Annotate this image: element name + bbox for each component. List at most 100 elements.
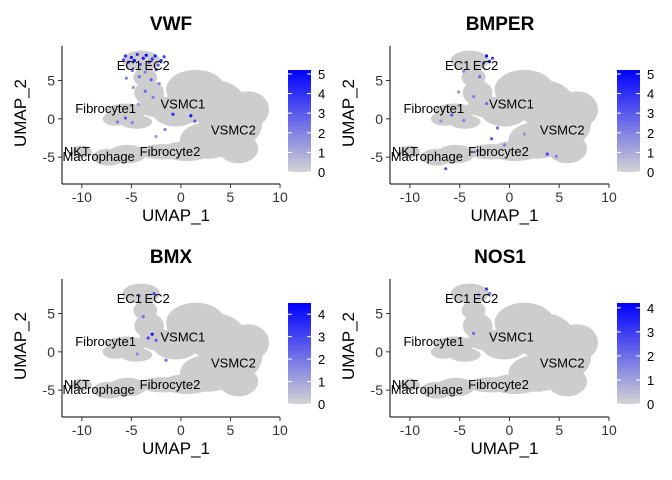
x-tick-label: 0 xyxy=(177,189,185,205)
y-tick-label: 5 xyxy=(375,306,383,322)
cell-cluster-blob xyxy=(450,283,489,304)
cell-point xyxy=(502,143,507,147)
cell-point xyxy=(147,60,151,64)
y-axis-title: UMAP_2 xyxy=(11,312,30,380)
colorbar-label: 3 xyxy=(647,325,654,340)
y-axis-title: UMAP_2 xyxy=(11,79,30,147)
cell-point xyxy=(138,62,142,66)
y-axis-title: UMAP_2 xyxy=(339,312,358,380)
cell-point xyxy=(490,56,495,60)
x-tick-label: -5 xyxy=(125,189,138,205)
colorbar-label: 1 xyxy=(647,373,654,388)
y-tick-label: -5 xyxy=(43,382,56,398)
cell-point xyxy=(444,167,448,171)
y-tick-label: 5 xyxy=(375,73,383,89)
expressing-cells xyxy=(472,287,492,336)
y-tick-label: 0 xyxy=(47,344,55,360)
color-legend: 0 1 2 3 4 5 xyxy=(617,67,654,180)
cell-cluster-blob xyxy=(547,134,588,164)
cell-point xyxy=(141,314,145,319)
colorbar-label: 0 xyxy=(318,397,325,412)
cell-point xyxy=(149,78,153,82)
cell-point xyxy=(487,291,492,296)
cell-point xyxy=(554,154,558,158)
cluster-label: EC1 xyxy=(445,58,470,73)
cell-cluster-blob xyxy=(467,144,516,160)
cell-point xyxy=(143,89,147,93)
y-tick-label: 0 xyxy=(375,344,383,360)
cell-cluster-blob xyxy=(122,283,161,304)
cluster-label: Macrophage xyxy=(63,382,135,397)
cluster-label: VSMC1 xyxy=(489,96,534,111)
cluster-label: VSMC2 xyxy=(540,355,585,370)
cell-point xyxy=(124,76,129,80)
cluster-label: EC2 xyxy=(144,291,169,306)
cell-cluster-blob xyxy=(448,348,481,362)
umap-cell-cloud xyxy=(399,283,599,399)
colorbar-label: 2 xyxy=(318,126,325,141)
cluster-label: EC1 xyxy=(117,58,142,73)
color-legend: 0 1 2 3 4 5 xyxy=(288,67,325,180)
y-tick-label: 0 xyxy=(47,111,55,127)
cell-point xyxy=(522,132,526,136)
cluster-label: NKT xyxy=(64,144,90,159)
y-tick-label: -5 xyxy=(371,149,384,165)
x-tick-label: 0 xyxy=(506,422,514,438)
x-axis-title: UMAP_1 xyxy=(142,206,210,225)
colorbar-label: 2 xyxy=(318,352,325,367)
color-legend: 0 1 2 3 4 xyxy=(617,301,654,412)
panel-title: BMPER xyxy=(466,14,535,35)
x-tick-label: -5 xyxy=(453,422,466,438)
x-tick-label: 5 xyxy=(555,189,563,205)
color-legend: 0 1 2 3 4 xyxy=(288,303,325,412)
colorbar xyxy=(617,70,640,172)
colorbar xyxy=(288,70,311,172)
cell-point xyxy=(153,54,157,58)
cluster-label: Fibrocyte1 xyxy=(75,101,136,116)
cell-cluster-blob xyxy=(448,115,481,129)
x-tick-label: -5 xyxy=(125,422,138,438)
colorbar-label: 1 xyxy=(647,145,654,160)
cell-point xyxy=(146,336,150,340)
cell-point xyxy=(545,152,549,156)
cell-point xyxy=(132,58,136,63)
cell-point xyxy=(462,118,466,122)
colorbar-label: 0 xyxy=(647,165,654,180)
cluster-label: Fibrocyte2 xyxy=(468,377,529,392)
x-tick-label: 10 xyxy=(601,189,617,205)
y-tick-label: -5 xyxy=(43,149,56,165)
x-tick-label: 10 xyxy=(272,422,288,438)
y-axis-title: UMAP_2 xyxy=(339,79,358,147)
cell-point xyxy=(154,338,158,342)
x-tick-label: 5 xyxy=(227,189,235,205)
cell-point xyxy=(472,331,476,336)
x-tick-label: 10 xyxy=(272,189,288,205)
cell-point xyxy=(141,56,145,60)
cell-point xyxy=(439,119,443,123)
cell-cluster-blob xyxy=(122,50,161,71)
cluster-label: Fibrocyte1 xyxy=(403,101,464,116)
colorbar-label: 3 xyxy=(647,106,654,121)
cell-point xyxy=(130,68,134,73)
cell-point xyxy=(154,134,158,139)
cluster-label: EC1 xyxy=(117,291,142,306)
cell-point xyxy=(135,52,139,57)
panel-title: VWF xyxy=(150,14,192,35)
x-tick-label: 0 xyxy=(506,189,514,205)
x-axis-title: UMAP_1 xyxy=(470,439,538,458)
colorbar-label: 4 xyxy=(647,301,654,316)
umap-cell-cloud xyxy=(399,50,599,166)
cell-point xyxy=(159,58,163,63)
cell-point xyxy=(477,75,482,79)
cell-point xyxy=(484,54,489,58)
cell-point xyxy=(495,126,500,130)
x-tick-label: -10 xyxy=(400,189,420,205)
expressing-cells xyxy=(439,54,558,171)
cell-cluster-blob xyxy=(547,367,588,397)
umap-cell-cloud xyxy=(71,50,270,166)
cell-point xyxy=(150,57,154,61)
cell-point xyxy=(144,53,148,57)
cluster-label: VSMC2 xyxy=(540,122,585,137)
